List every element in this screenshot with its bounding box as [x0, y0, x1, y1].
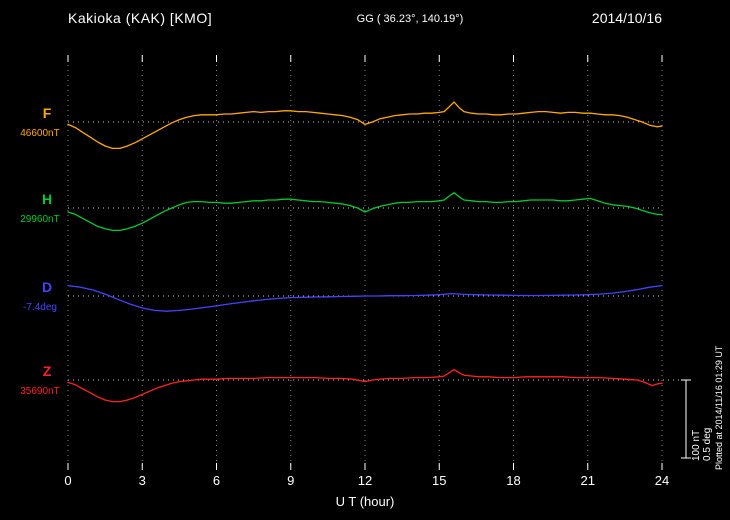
scale-bar-label: 100 nT 0.5 deg — [691, 428, 713, 461]
scale-deg-label: 0.5 deg — [702, 427, 713, 461]
plot-date: 2014/10/16 — [591, 10, 662, 26]
trace-D — [67, 284, 663, 312]
trace-F — [67, 101, 663, 150]
scale-nt-label: 100 nT — [691, 429, 702, 461]
station-title: Kakioka (KAK) [KMO] — [68, 10, 213, 26]
trace-Z — [67, 368, 663, 403]
x-axis-title: U T (hour) — [335, 494, 395, 509]
geographic-coords: GG ( 36.23°, 140.19°) — [356, 13, 464, 25]
trace-H — [67, 192, 663, 232]
plotted-at-note: Plotted at 2014/11/16 01:29 UT — [714, 345, 724, 470]
